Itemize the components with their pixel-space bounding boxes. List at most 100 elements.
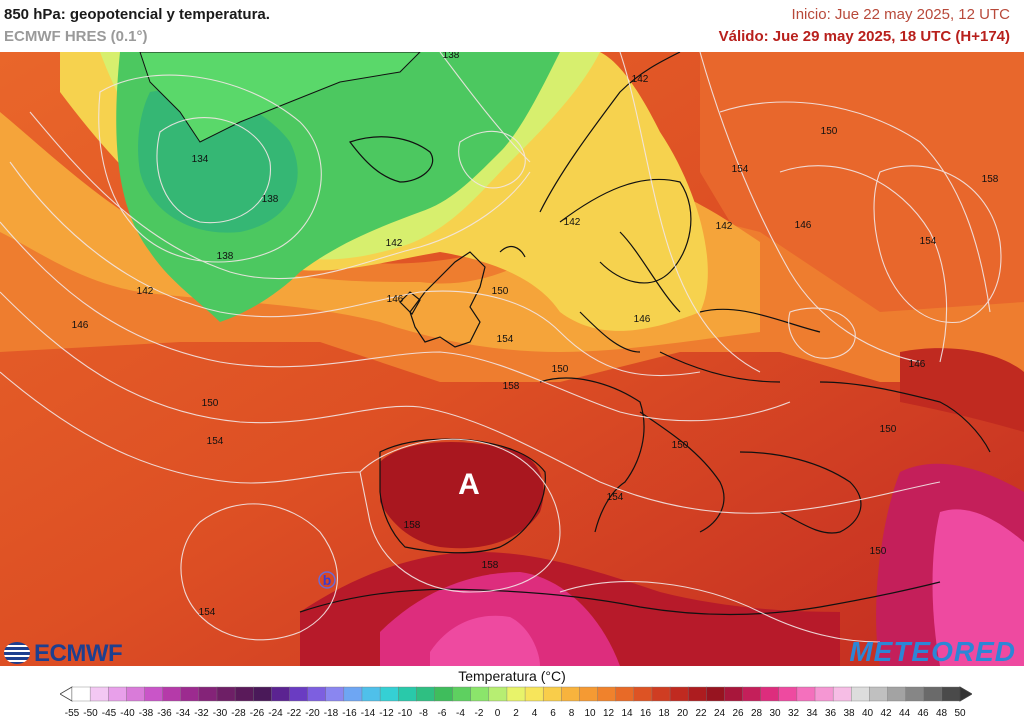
meteored-logo: METEORED — [849, 636, 1016, 667]
legend-swatch — [162, 686, 182, 702]
legend-tick-label: -10 — [397, 708, 413, 719]
legend-tick-label: -36 — [157, 708, 172, 719]
legend-tick-label: 50 — [954, 708, 966, 719]
contour-label: 142 — [386, 238, 403, 249]
low-pressure-marker — [318, 571, 336, 589]
legend-swatch — [434, 686, 454, 702]
contour-label: 138 — [217, 251, 234, 262]
legend-tick-label: 44 — [898, 708, 911, 719]
header: 850 hPa: geopotencial y temperatura. ECM… — [0, 0, 1024, 52]
legend-tick-label: -6 — [437, 708, 447, 719]
legend-ticks: -55 -50 -45 -40 -38 -36 -34 -32 -30 -28 -26 -24 -22-… — [64, 708, 966, 720]
legend-swatch — [289, 686, 309, 702]
contour-label: 150 — [552, 364, 569, 375]
contour-label: 142 — [564, 217, 581, 228]
legend-swatch — [651, 686, 671, 702]
contour-label: 138 — [443, 52, 460, 61]
legend-swatch — [198, 686, 218, 702]
legend-swatch — [452, 686, 472, 702]
legend-swatch — [905, 686, 925, 702]
legend-tick-label: -24 — [268, 708, 283, 719]
legend-tick-label: 22 — [695, 708, 707, 719]
legend-tick-label: -34 — [175, 708, 191, 719]
legend-tick-label: 8 — [568, 708, 575, 719]
legend-tick-label: -32 — [194, 708, 209, 719]
legend-tick-label: 34 — [806, 708, 818, 719]
legend-swatch — [796, 686, 816, 702]
legend-swatch — [488, 686, 508, 702]
legend-tick-label: 26 — [732, 708, 744, 719]
contour-label: 146 — [634, 314, 651, 325]
legend-tick-label: 38 — [843, 708, 855, 719]
contour-label: 146 — [72, 320, 89, 331]
legend-swatch — [633, 686, 653, 702]
legend-tick-label: 20 — [676, 708, 689, 719]
legend-swatch — [361, 686, 381, 702]
legend-tick-label: 16 — [639, 708, 652, 719]
contour-label: 150 — [672, 440, 689, 451]
legend-swatch — [379, 686, 399, 702]
contour-label: 134 — [192, 154, 209, 165]
legend-tick-label: -28 — [231, 708, 246, 719]
legend-swatch — [887, 686, 907, 702]
legend-tick-label: -14 — [360, 708, 376, 719]
legend-swatch — [561, 686, 580, 702]
temp-field-middle-east-core — [932, 509, 1024, 666]
legend-tick-label: 12 — [602, 708, 615, 719]
temp-field-caspian — [900, 348, 1024, 432]
legend-tick-label: -22 — [286, 708, 302, 719]
legend-swatch — [234, 686, 254, 702]
legend-swatch — [416, 686, 435, 702]
legend-colorbar — [60, 686, 972, 702]
legend-swatch — [742, 686, 762, 702]
legend-tick-label: 40 — [861, 708, 874, 719]
legend-swatch — [307, 686, 327, 702]
legend-swatch — [108, 686, 127, 702]
legend-swatch — [706, 686, 725, 702]
model-label: ECMWF HRES (0.1°) — [4, 28, 148, 45]
contour-label: 150 — [821, 126, 838, 137]
greenland-land — [139, 52, 421, 143]
legend-tick-label: -30 — [212, 708, 228, 719]
init-time: Inicio: Jue 22 may 2025, 12 UTC — [791, 6, 1010, 23]
legend-swatch — [941, 686, 961, 702]
contour-label: 138 — [262, 194, 279, 205]
legend-tick-label: 6 — [550, 708, 556, 719]
contour-label: 154 — [497, 334, 514, 345]
legend-swatch — [542, 686, 562, 702]
geopotential-contours — [0, 52, 1002, 643]
contour-label: 154 — [920, 236, 937, 247]
legend-tick-label: -20 — [305, 708, 320, 719]
legend-swatch — [832, 686, 852, 702]
legend-tick-label: 30 — [769, 708, 781, 719]
ecmwf-logo: ECMWF — [4, 640, 123, 668]
legend-tick-label: -38 — [138, 708, 154, 719]
weather-map[interactable]: 138 134 138 142 146 142 146 150 154 158 … — [0, 52, 1024, 666]
legend-swatch — [126, 686, 145, 702]
legend-swatch — [724, 686, 744, 702]
legend-swatch — [253, 686, 272, 702]
legend-tick-label: 24 — [713, 708, 726, 719]
contour-label: 154 — [607, 492, 624, 503]
contour-label: 142 — [632, 74, 649, 85]
legend-tick-label: 10 — [584, 708, 596, 719]
legend-tick-label: -4 — [456, 708, 465, 719]
contour-label: 150 — [880, 424, 897, 435]
contour-label: 142 — [716, 221, 733, 232]
temp-field-sahara-core — [430, 615, 540, 666]
legend-tick-label: -55 — [64, 708, 80, 719]
legend-swatch — [506, 686, 526, 702]
legend-tick-label: -2 — [474, 708, 484, 719]
temperature-legend: Temperatura (°C) -55 -50 -45 -40 -38 -36 -34 -3… — [0, 666, 1024, 720]
temp-field-green-core — [138, 89, 298, 233]
contour-label: 158 — [482, 560, 499, 571]
legend-tick-label: 0 — [494, 708, 501, 719]
contour-label: 150 — [870, 546, 887, 557]
legend-tick-label: 2 — [513, 708, 519, 719]
legend-swatch — [814, 686, 834, 702]
legend-swatch — [669, 686, 689, 702]
contour-label: 154 — [207, 436, 224, 447]
legend-swatch — [869, 686, 889, 702]
ecmwf-logo-text: ECMWF — [34, 640, 123, 667]
legend-swatch — [597, 686, 617, 702]
